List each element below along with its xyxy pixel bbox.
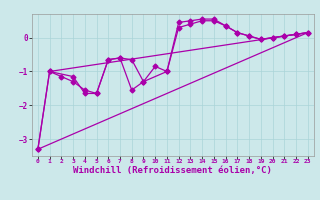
X-axis label: Windchill (Refroidissement éolien,°C): Windchill (Refroidissement éolien,°C) bbox=[73, 166, 272, 175]
